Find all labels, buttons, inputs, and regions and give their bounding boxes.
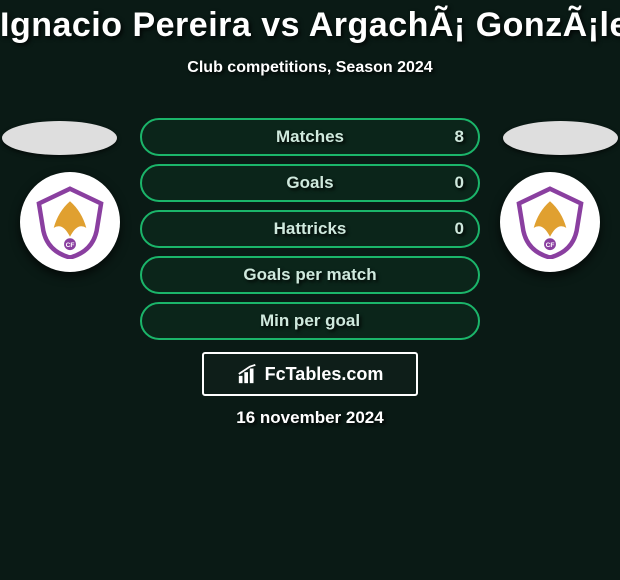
comparison-card: Ignacio Pereira vs ArgachÃ¡ GonzÃ¡lez Cl…: [0, 0, 620, 580]
stat-right-value: 8: [455, 127, 464, 147]
club-badge-left: CF: [20, 172, 120, 272]
svg-text:CF: CF: [66, 242, 75, 249]
fenix-badge-icon: CF: [33, 185, 107, 259]
brand-watermark[interactable]: FcTables.com: [202, 352, 418, 396]
stat-row-hattricks: Hattricks 0: [140, 210, 480, 248]
club-badge-right: CF: [500, 172, 600, 272]
footer-date: 16 november 2024: [0, 408, 620, 428]
stat-row-min-per-goal: Min per goal: [140, 302, 480, 340]
stat-label: Goals per match: [243, 265, 376, 285]
stat-label: Min per goal: [260, 311, 360, 331]
stat-label: Matches: [276, 127, 344, 147]
brand-text: FcTables.com: [265, 364, 384, 385]
fenix-badge-icon: CF: [513, 185, 587, 259]
stat-row-goals: Goals 0: [140, 164, 480, 202]
stats-list: Matches 8 Goals 0 Hattricks 0 Goals per …: [140, 118, 480, 348]
player-left-oval: [2, 121, 117, 155]
stat-right-value: 0: [455, 219, 464, 239]
stat-label: Hattricks: [274, 219, 347, 239]
player-right-oval: [503, 121, 618, 155]
stat-row-matches: Matches 8: [140, 118, 480, 156]
bar-chart-icon: [237, 363, 259, 385]
stat-right-value: 0: [455, 173, 464, 193]
stat-label: Goals: [286, 173, 333, 193]
page-title: Ignacio Pereira vs ArgachÃ¡ GonzÃ¡lez: [0, 0, 620, 45]
page-subtitle: Club competitions, Season 2024: [0, 59, 620, 77]
stat-row-goals-per-match: Goals per match: [140, 256, 480, 294]
svg-text:CF: CF: [546, 242, 555, 249]
